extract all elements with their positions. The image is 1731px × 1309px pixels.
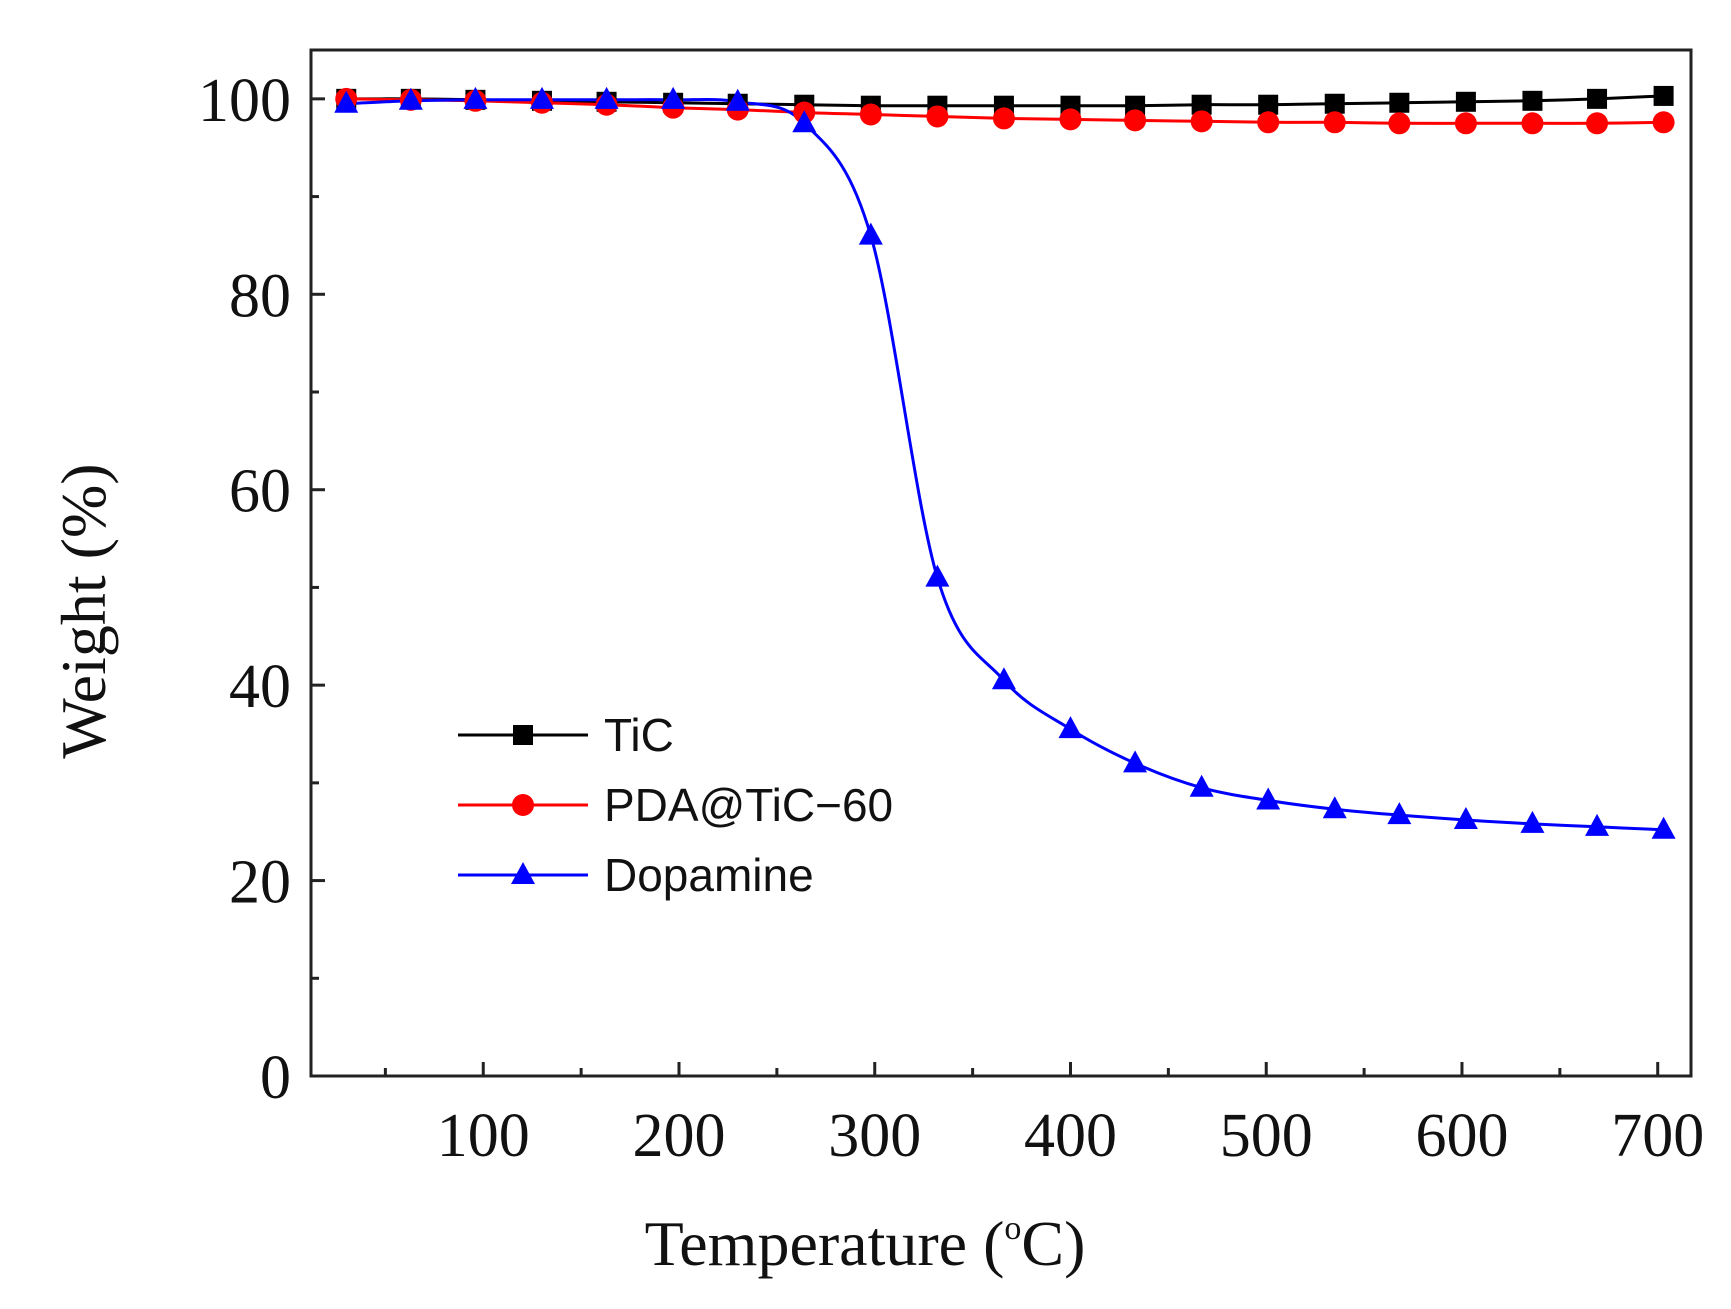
data-point-dopamine — [1058, 716, 1083, 739]
x-tick-label: 300 — [828, 1102, 921, 1170]
legend-marker-pda-tic-60 — [512, 794, 534, 816]
legend-marker-tic — [513, 725, 533, 745]
x-tick-label: 700 — [1611, 1102, 1704, 1170]
data-point-tic — [1324, 93, 1345, 114]
data-point-dopamine — [398, 87, 423, 110]
data-point-dopamine — [1387, 802, 1412, 825]
x-axis-label-degree: o — [1004, 1210, 1021, 1247]
data-point-pda-tic-60 — [1190, 110, 1213, 133]
series-markers — [334, 85, 1676, 839]
plot-frame — [309, 48, 1693, 1078]
data-point-dopamine — [1585, 813, 1610, 836]
data-point-dopamine — [594, 86, 619, 109]
data-point-pda-tic-60 — [1059, 108, 1082, 131]
data-point-pda-tic-60 — [1454, 112, 1477, 135]
x-tick-label: 400 — [1024, 1102, 1117, 1170]
data-point-pda-tic-60 — [1652, 111, 1675, 134]
data-point-dopamine — [463, 86, 488, 109]
data-point-dopamine — [725, 88, 750, 111]
data-point-dopamine — [334, 90, 359, 113]
x-tick-label: 500 — [1220, 1102, 1313, 1170]
data-point-dopamine — [792, 110, 817, 133]
data-point-pda-tic-60 — [926, 105, 949, 128]
data-point-dopamine — [1256, 787, 1281, 810]
data-point-tic — [1522, 90, 1543, 111]
axes: 100 200 300 400 500 600 700 0 20 40 60 80 100 — [198, 67, 1704, 1170]
x-tick-label: 200 — [633, 1102, 726, 1170]
data-point-dopamine — [661, 86, 686, 109]
x-tick-label: 600 — [1415, 1102, 1508, 1170]
data-point-dopamine — [991, 667, 1016, 690]
y-tick-label: 80 — [229, 262, 291, 330]
data-point-pda-tic-60 — [1124, 109, 1147, 132]
data-point-dopamine — [858, 222, 883, 245]
data-point-dopamine — [1453, 806, 1478, 829]
data-point-pda-tic-60 — [1521, 112, 1544, 135]
data-point-dopamine — [925, 564, 950, 587]
data-point-dopamine — [1322, 796, 1347, 819]
x-tick-label: 100 — [437, 1102, 530, 1170]
series-line-dopamine — [346, 97, 1664, 832]
legend-label-tic: TiC — [604, 709, 674, 761]
legend-label-pda-tic-60: PDA@TiC−60 — [604, 779, 893, 831]
data-point-pda-tic-60 — [1323, 111, 1346, 134]
data-point-tic — [1191, 94, 1212, 115]
data-point-pda-tic-60 — [1388, 112, 1411, 135]
data-point-tic — [1455, 91, 1476, 112]
x-axis-label-text: Temperature ( — [645, 1208, 1005, 1279]
data-point-pda-tic-60 — [859, 103, 882, 126]
data-point-tic — [1653, 85, 1674, 106]
data-point-dopamine — [1189, 774, 1214, 797]
x-axis-label: Temperature (oC) — [645, 1208, 1086, 1279]
y-axis-label: Weight (%) — [48, 463, 119, 758]
data-point-dopamine — [1651, 816, 1676, 839]
y-tick-label: 0 — [260, 1044, 291, 1112]
series-lines — [346, 94, 1664, 832]
y-tick-label: 100 — [198, 67, 291, 135]
data-point-tic — [1389, 92, 1410, 113]
x-axis-label-unit: C) — [1021, 1208, 1085, 1279]
data-point-pda-tic-60 — [1257, 111, 1280, 134]
data-point-tic — [1587, 88, 1608, 109]
data-point-pda-tic-60 — [1586, 112, 1609, 135]
y-tick-label: 60 — [229, 458, 291, 526]
data-point-pda-tic-60 — [992, 107, 1015, 130]
legend-marker-dopamine — [511, 862, 535, 884]
legend: TiC PDA@TiC−60 Dopamine — [458, 709, 893, 901]
data-point-dopamine — [1520, 810, 1545, 833]
data-point-tic — [1258, 94, 1279, 115]
y-tick-label: 20 — [229, 849, 291, 917]
data-point-dopamine — [529, 86, 554, 109]
legend-label-dopamine: Dopamine — [604, 849, 814, 901]
data-point-dopamine — [1123, 750, 1148, 773]
y-tick-label: 40 — [229, 653, 291, 721]
